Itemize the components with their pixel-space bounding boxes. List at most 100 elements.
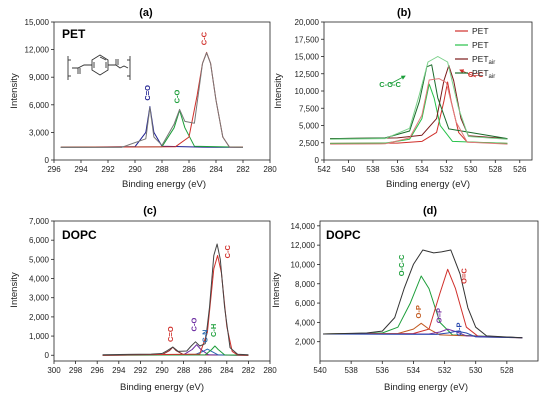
sample-label-c: DOPC [62,228,97,242]
y-tick-label: 12,500 [295,70,320,79]
y-tick-label: 7,000 [29,217,50,226]
series-line-a-0 [60,106,243,148]
x-tick-label: 528 [500,366,514,375]
sample-label-d: DOPC [326,228,361,242]
x-tick-label: 534 [407,366,421,375]
x-tick-label: 284 [220,366,234,375]
x-tick-label: 538 [344,366,358,375]
y-tick-label: 3,000 [29,294,50,303]
peak-annotation: C-O [173,89,182,103]
x-tick-label: 530 [464,165,478,174]
y-tick-label: 0 [45,351,50,360]
y-tick-label: 12,000 [25,46,50,55]
legend-b: PET PET PETair PETair [455,26,495,80]
y-tick-label: 9,000 [29,73,50,82]
x-tick-label: 282 [236,165,250,174]
y-tick-label: 6,000 [29,101,50,110]
legend-label: PET [472,26,489,36]
panel-a: (a) PET Binding energy (eV) Intensity 29… [9,7,277,190]
x-tick-label: 282 [242,366,256,375]
series-line-b-5 [330,56,508,140]
plot-frame-c [53,220,271,362]
series-group-b [330,56,508,145]
x-tick-label: 540 [313,366,327,375]
annotations-a: C=O C-O C-C [143,31,209,103]
legend-label: PET [472,40,489,50]
ylabel-b: Intensity [273,73,284,109]
y-ticks-b: 0 2,500 5,000 7,500 10,000 12,500 15,000 17,500… [295,18,324,165]
x-ticks-d: 540 538 536 534 532 530 528 [313,361,514,375]
ylabel-d: Intensity [271,272,282,308]
x-ticks-a: 296 294 292 290 288 286 284 282 280 [47,160,277,174]
plot-frame-a [53,21,271,161]
x-tick-label: 294 [112,366,126,375]
ylabel-a: Intensity [9,73,20,109]
y-tick-label: 5,000 [299,122,320,131]
series-line-b-4 [330,78,508,145]
x-tick-label: 296 [91,366,105,375]
x-tick-label: 294 [74,165,88,174]
peak-annotation: O-C-C [397,254,406,276]
annotation-arrow [389,75,406,85]
xlabel-c: Binding energy (eV) [120,382,204,393]
xlabel-b: Binding energy (eV) [386,179,470,190]
x-tick-label: 532 [440,165,454,174]
x-ticks-c: 300 298 296 294 292 290 288 286 284 282 280 [47,361,277,375]
x-tick-label: 300 [47,366,61,375]
x-tick-label: 298 [69,366,83,375]
x-tick-label: 286 [199,366,213,375]
y-tick-label: 14,000 [291,222,316,231]
peak-annotation: O=P [434,308,443,323]
panel-label-b: (b) [397,7,411,19]
x-ticks-b: 542 540 538 536 534 532 530 528 526 [317,160,527,174]
y-ticks-a: 0 3,000 6,000 9,000 12,000 15,000 [25,18,54,165]
x-tick-label: 280 [263,165,277,174]
x-tick-label: 296 [47,165,61,174]
peak-annotation: O=C [459,268,468,284]
peak-annotation: C-N [200,329,209,342]
peak-annotation: O-P [414,305,423,318]
y-tick-label: 6,000 [295,299,316,308]
panel-c: (c) DOPC Binding energy (eV) Intensity 3… [9,205,277,393]
xlabel-d: Binding energy (eV) [384,382,468,393]
x-tick-label: 530 [469,366,483,375]
ylabel-c: Intensity [9,272,20,308]
panel-label-a: (a) [139,7,153,19]
x-tick-label: 286 [182,165,196,174]
series-line-c-5 [102,243,249,356]
panel-b: (b) Binding energy (eV) Intensity 542 540… [273,7,533,190]
x-tick-label: 528 [489,165,503,174]
y-tick-label: 8,000 [295,280,316,289]
series-line-d-0 [323,275,523,339]
y-tick-label: 10,000 [291,260,316,269]
x-tick-label: 542 [317,165,331,174]
series-line-d-4 [323,330,523,339]
peak-annotation: C=O [143,85,152,101]
series-line-b-0 [330,81,508,144]
peak-annotation: C=O [166,326,175,342]
legend-label: PETair [472,54,495,66]
y-tick-label: 6,000 [29,236,50,245]
y-ticks-d: 2,000 4,000 6,000 8,000 10,000 12,000 14,000 [291,222,320,347]
y-tick-label: 3,000 [29,128,50,137]
x-tick-label: 290 [155,366,169,375]
annotations-c: C=O C-OC-N C-H C-C [166,244,232,342]
panel-label-d: (d) [423,205,437,217]
peak-annotation: O=C [468,70,484,79]
y-tick-label: 20,000 [295,18,320,27]
series-line-c-3 [102,345,249,356]
y-tick-label: 5,000 [29,255,50,264]
x-tick-label: 284 [209,165,223,174]
x-tick-label: 534 [415,165,429,174]
x-tick-label: 540 [342,165,356,174]
annotations-d: O-C-C O-P O=P O=C O-P [397,254,468,336]
series-line-d-5 [323,249,523,339]
x-tick-label: 290 [128,165,142,174]
y-tick-label: 15,000 [25,18,50,27]
series-group-a [60,51,244,148]
series-line-a-1 [60,109,244,148]
y-tick-label: 4,000 [29,275,50,284]
y-tick-label: 0 [315,156,320,165]
x-tick-label: 532 [438,366,452,375]
